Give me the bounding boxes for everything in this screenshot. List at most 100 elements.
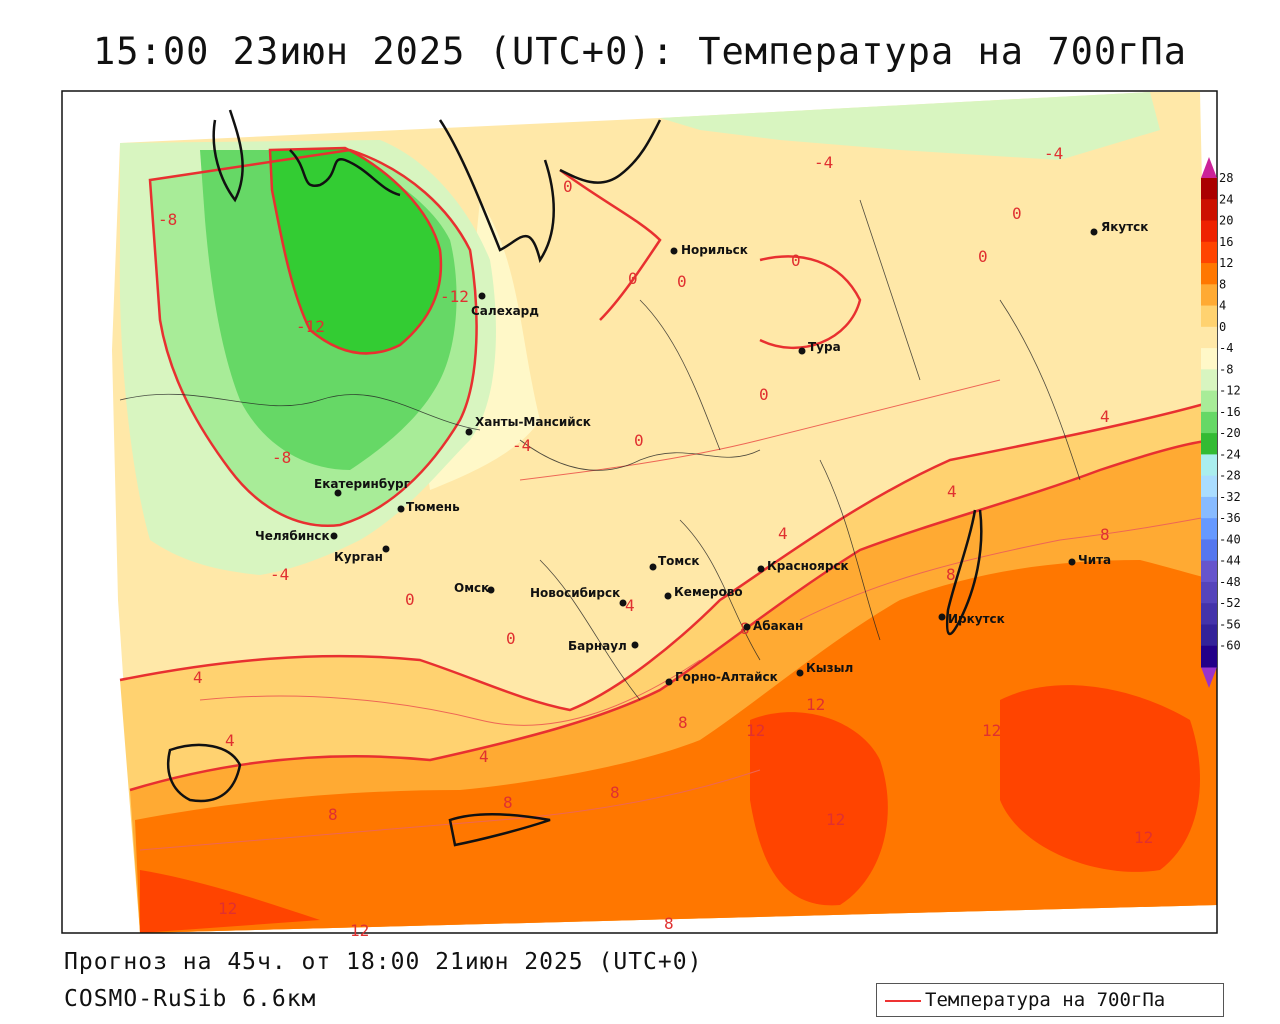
contour-label: 0 (791, 251, 801, 270)
contour-label: 4 (625, 596, 635, 615)
forecast-info: Прогноз на 45ч. от 18:00 21июн 2025 (UTC… (64, 949, 703, 975)
scale-tick-label: -36 (1219, 511, 1241, 525)
scale-swatch (1201, 263, 1217, 285)
contour-label: 12 (1134, 828, 1153, 847)
city-label-kurgan: Курган (334, 550, 383, 564)
scale-tick-label: 28 (1219, 171, 1233, 185)
city-dot (649, 563, 657, 571)
scale-tick-label: -20 (1219, 426, 1241, 440)
city-dot (664, 592, 672, 600)
legend-line-swatch (885, 1000, 921, 1002)
city-dot (757, 565, 765, 573)
map-title: 15:00 23июн 2025 (UTC+0): Температура на… (93, 30, 1187, 73)
city-label-tomsk: Томск (658, 554, 700, 568)
city-dot (1090, 228, 1098, 236)
scale-tick-label: 12 (1219, 256, 1233, 270)
scale-swatch (1201, 645, 1217, 668)
city-dot (796, 669, 804, 677)
scale-swatch (1201, 518, 1217, 540)
admin-boundaries (119, 199, 1081, 701)
scale-swatch (1201, 220, 1217, 243)
contour-label: 8 (678, 713, 688, 732)
contour-label: 0 (405, 590, 415, 609)
city-dot (465, 428, 473, 436)
scale-tick-label: 4 (1219, 299, 1226, 313)
city-label-abakan: Абакан (753, 619, 803, 633)
city-label-norilsk: Норильск (681, 243, 748, 257)
contour-label: 0 (759, 385, 769, 404)
contour-label: 8 (664, 914, 674, 933)
color-scale: 28 24 20 16 12 8 4 0 -4 -8 -12 -16 -20 -24 -28 -32 -36 -4… (1201, 157, 1241, 688)
scale-top-arrow (1201, 157, 1217, 178)
contour-label: 4 (778, 524, 788, 543)
contour-label: 8 (328, 805, 338, 824)
city-label-chita: Чита (1078, 553, 1111, 567)
contour-label: 0 (978, 247, 988, 266)
band-plus12 (135, 560, 1217, 933)
scale-tick-label: 0 (1219, 320, 1226, 334)
scale-tick-label: 24 (1219, 192, 1233, 206)
scale-tick-label: -52 (1219, 596, 1241, 610)
scale-swatch (1201, 475, 1217, 498)
contour-label: 0 (628, 269, 638, 288)
contour-label: 12 (806, 695, 825, 714)
city-label-barnaul: Барнаул (568, 639, 627, 653)
scale-swatch (1201, 199, 1217, 222)
contour-label: 0 (677, 272, 687, 291)
scale-swatch (1201, 348, 1217, 370)
city-label-irkutsk: Иркутск (948, 612, 1005, 626)
contour-label: 8 (503, 793, 513, 812)
scale-swatch (1201, 178, 1217, 200)
band-plus16-east (1000, 685, 1200, 872)
city-dot (382, 545, 390, 553)
scale-tick-label: -4 (1219, 341, 1233, 355)
city-dot (487, 586, 495, 594)
scale-swatch (1201, 603, 1217, 625)
contour-label: 12 (218, 899, 237, 918)
city-dot (334, 489, 342, 497)
city-label-novosibirsk: Новосибирск (530, 586, 620, 600)
contour-label: 0 (506, 629, 516, 648)
coastlines (166, 109, 983, 847)
contour-label: -4 (814, 153, 833, 172)
contour-label: -4 (512, 436, 531, 455)
band-north-cool (660, 92, 1160, 160)
scale-tick-label: 16 (1219, 235, 1233, 249)
city-label-ekaterinburg: Екатеринбург (314, 477, 410, 491)
contour-label: 8 (610, 783, 620, 802)
city-label-tura: Тура (808, 340, 841, 354)
city-dot (619, 599, 627, 607)
city-label-yakutsk: Якутск (1101, 220, 1148, 234)
scale-tick-label: -60 (1219, 639, 1241, 653)
legend-label: Температура на 700гПа (925, 989, 1166, 1011)
map-field (112, 92, 1217, 933)
zero-contours (119, 146, 1217, 792)
contour-label: 4 (1100, 407, 1110, 426)
city-dot (798, 347, 806, 355)
scale-swatch (1201, 390, 1217, 413)
contour-label: 0 (563, 177, 573, 196)
city-dot (330, 532, 338, 540)
city-dot (397, 505, 405, 513)
city-label-kyzyl: Кызыл (806, 661, 853, 675)
city-dot (1068, 558, 1076, 566)
scale-tick-label: -8 (1219, 362, 1233, 376)
legend: Температура на 700гПа (876, 983, 1224, 1017)
contour-label: 0 (634, 431, 644, 450)
scale-swatch (1201, 560, 1217, 583)
model-name: COSMO-RuSib 6.6км (64, 986, 317, 1012)
city-dot (478, 292, 486, 300)
thin-contours (139, 379, 1217, 851)
scale-swatch (1201, 411, 1217, 434)
scale-swatch (1201, 284, 1217, 307)
scale-swatch (1201, 581, 1217, 604)
scale-tick-label: -12 (1219, 384, 1241, 398)
scale-tick-label: 8 (1219, 277, 1226, 291)
contour-label: 4 (479, 747, 489, 766)
contour-label: 12 (746, 721, 765, 740)
scale-swatch (1201, 369, 1217, 392)
contour-label: 4 (193, 668, 203, 687)
city-label-tyumen: Тюмень (406, 500, 460, 514)
scale-tick-label: -44 (1219, 554, 1241, 568)
